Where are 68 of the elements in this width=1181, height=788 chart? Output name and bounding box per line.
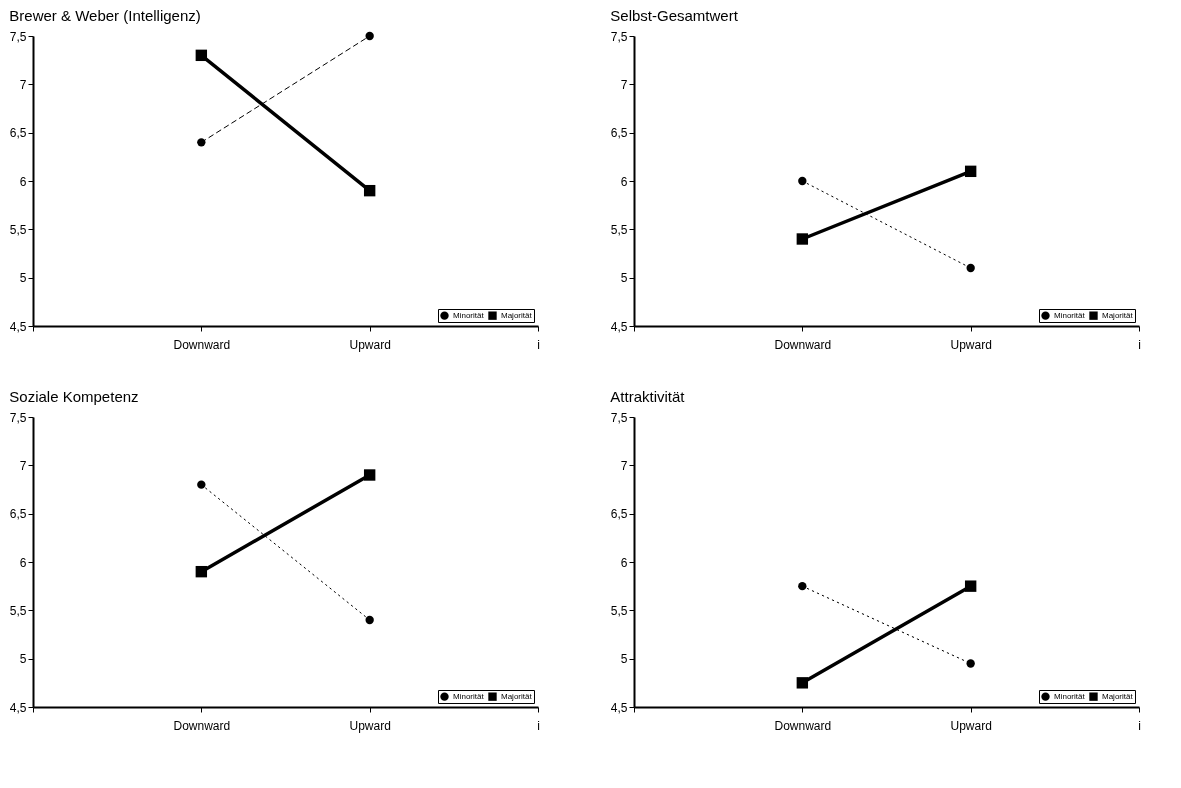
point [363,184,376,197]
legend-label: Minorität [453,691,485,701]
x-tick-label: i [1138,718,1141,733]
point [197,138,206,147]
y-tick-label: 5,5 [610,222,628,237]
y-tick-label: 6 [19,174,27,189]
y-tick-label: 7,5 [9,29,27,44]
y-tick-label: 4,5 [610,319,628,334]
y-tick-label: 6,5 [9,507,27,522]
point [363,469,376,481]
y-tick-label: 5 [620,652,628,667]
legend-label: Minorität [453,310,485,320]
point [365,615,374,625]
y-tick-label: 4,5 [9,700,27,715]
x-tick-label: i [537,718,540,733]
chart-title: Brewer & Weber (Intelligenz) [9,7,201,24]
point [796,233,809,245]
x-tick-label: Upward [950,718,992,733]
point [966,659,975,668]
legend-label: Majorität [1102,310,1134,320]
x-tick-label: Upward [349,718,391,733]
y-tick-label: 7 [19,458,27,473]
point [964,580,977,592]
point [195,565,208,578]
legend-label: Majorität [501,310,533,320]
y-tick-label: 6 [620,555,628,570]
chart-title: Attraktivität [610,388,686,405]
y-tick-label: 5 [19,652,27,667]
y-tick-label: 5,5 [9,603,27,618]
y-tick-label: 6 [19,555,27,570]
y-tick-label: 5,5 [610,603,628,618]
point [796,677,809,689]
x-tick-label: Downward [173,337,231,352]
x-tick-label: Downward [774,718,832,733]
point [798,176,807,186]
y-tick-label: 7 [19,77,27,92]
point [798,581,807,591]
y-tick-label: 6 [620,174,628,189]
y-tick-label: 5 [620,271,628,286]
x-tick-label: i [537,337,540,352]
x-tick-label: Downward [173,718,231,733]
x-tick-label: Upward [349,337,391,352]
point [195,49,208,62]
legend-label: Majorität [501,691,533,701]
point [197,480,206,489]
chart-title: Soziale Kompetenz [9,388,139,405]
x-tick-label: Upward [950,337,992,352]
y-tick-label: 4,5 [9,319,27,334]
y-tick-label: 7 [620,458,628,473]
y-tick-label: 7 [620,77,628,92]
y-tick-label: 4,5 [610,700,628,715]
point [365,31,374,41]
x-tick-label: Downward [774,337,832,352]
point [966,263,975,273]
legend-label: Majorität [1102,691,1134,701]
y-tick-label: 7,5 [610,29,628,44]
point [964,165,977,178]
chart-title: Selbst-Gesamtwert [610,7,739,24]
y-tick-label: 6,5 [610,126,628,141]
y-tick-label: 5,5 [9,222,27,237]
legend-label: Minorität [1054,691,1086,701]
legend-label: Minorität [1054,310,1086,320]
x-tick-label: i [1138,337,1141,352]
y-tick-label: 7,5 [9,410,27,425]
y-tick-label: 7,5 [610,410,628,425]
y-tick-label: 6,5 [9,126,27,141]
y-tick-label: 5 [19,271,27,286]
y-tick-label: 6,5 [610,507,628,522]
